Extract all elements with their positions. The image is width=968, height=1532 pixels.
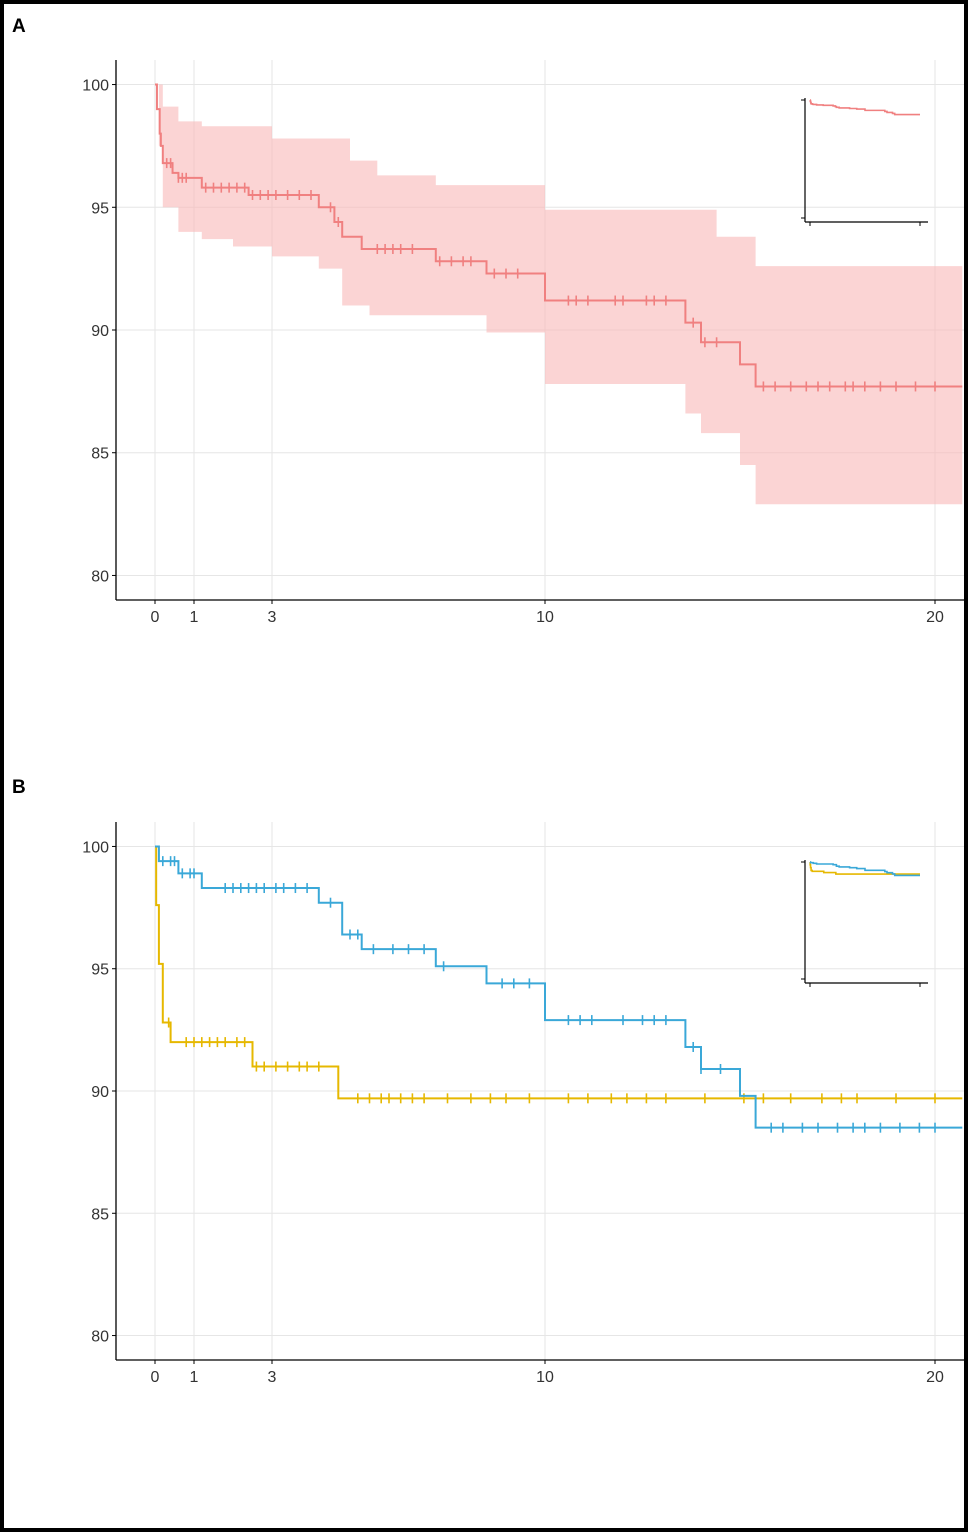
x-tick-label: 0	[151, 609, 160, 626]
x-tick-label: 20	[926, 609, 944, 626]
y-tick-label: 90	[91, 323, 109, 340]
plot-area	[155, 845, 963, 1133]
y-tick-label: 100	[82, 839, 109, 856]
plot-area	[155, 83, 963, 505]
x-tick-label: 10	[536, 609, 554, 626]
panel-a-label: A	[12, 16, 26, 37]
inset-curve-0	[809, 99, 920, 116]
censor-marks-1	[162, 856, 936, 1133]
y-tick-label: 85	[91, 1206, 109, 1223]
x-tick-label: 10	[536, 1369, 554, 1386]
x-tick-label: 1	[190, 609, 199, 626]
y-tick-label: 90	[91, 1084, 109, 1101]
y-tick-label: 95	[91, 962, 109, 979]
grid-lines	[116, 822, 964, 1360]
confidence-band-0	[155, 84, 963, 505]
y-tick-label: 85	[91, 446, 109, 463]
y-tick-label: 95	[91, 200, 109, 217]
survival-curve-0	[155, 845, 963, 1100]
inset-plot	[801, 98, 928, 226]
inset-plot	[801, 860, 928, 987]
x-tick-label: 3	[268, 1369, 277, 1386]
censor-marks-0	[167, 1017, 936, 1104]
x-tick-label: 3	[268, 609, 277, 626]
y-tick-label: 80	[91, 1329, 109, 1346]
y-tick-label: 80	[91, 568, 109, 585]
inset-curve-1	[809, 861, 920, 877]
x-tick-label: 1	[190, 1369, 199, 1386]
y-tick-label: 100	[82, 78, 109, 95]
inset-curve-0	[809, 861, 920, 875]
panel-b: 80 85 90 95 100 0 1 3 10 20	[82, 822, 964, 1386]
x-tick-label: 20	[926, 1369, 944, 1386]
x-tick-label: 0	[151, 1369, 160, 1386]
panel-b-label: B	[12, 777, 26, 798]
panel-a: 80 85 90 95 100 0 1 3 10 20	[82, 60, 964, 626]
censor-marks-0	[165, 158, 936, 392]
